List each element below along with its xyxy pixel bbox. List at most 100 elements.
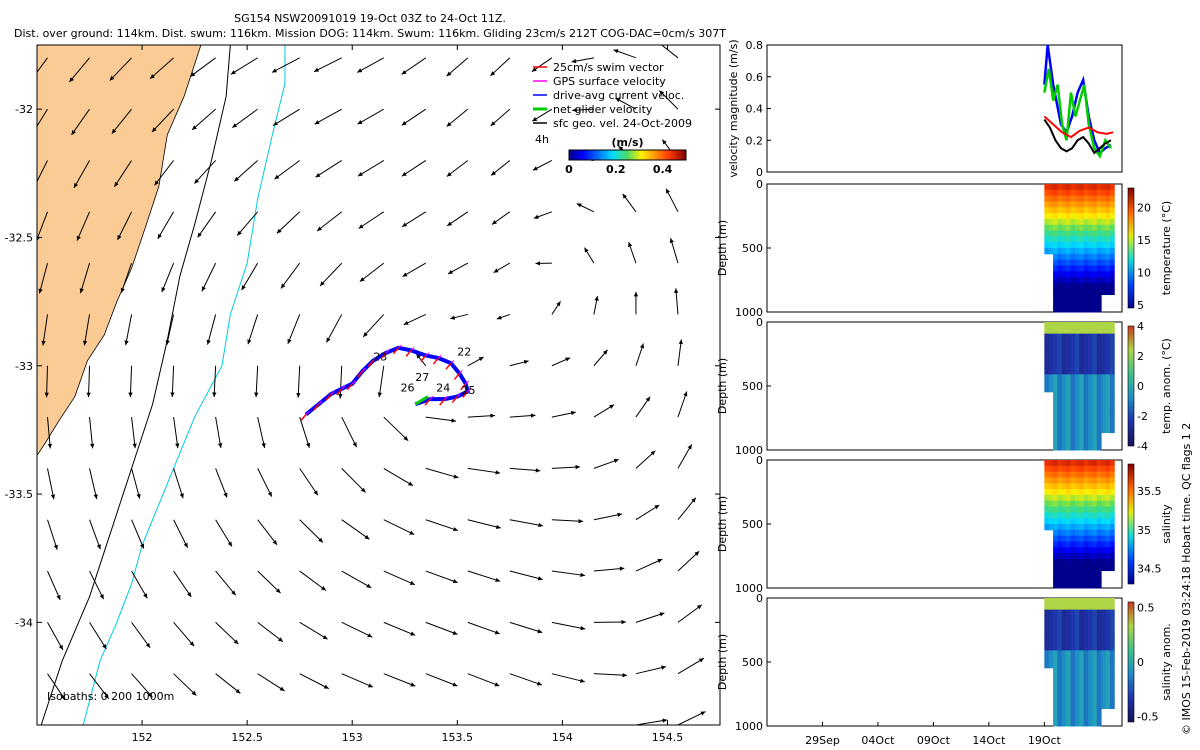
profile-cell xyxy=(1048,333,1054,340)
profile-cell xyxy=(1088,598,1093,605)
profile-cell xyxy=(1109,230,1115,237)
current-vector xyxy=(89,673,110,700)
current-vector-head xyxy=(523,359,529,365)
profile-cell xyxy=(1074,333,1080,340)
current-vector-head xyxy=(490,121,496,126)
current-vector xyxy=(71,108,90,136)
current-vector-head xyxy=(410,631,416,636)
profile-cell xyxy=(1074,242,1080,249)
profile-cell xyxy=(1057,494,1063,502)
current-vector xyxy=(82,314,91,346)
profile-cell xyxy=(1066,374,1072,381)
profile-cell xyxy=(1096,368,1102,375)
current-vector xyxy=(47,570,61,601)
profile-cell xyxy=(1083,230,1089,237)
profile-cell xyxy=(1053,397,1058,404)
current-vector-head xyxy=(223,492,228,498)
current-vector-shaft xyxy=(173,468,184,499)
profile-cell xyxy=(1092,598,1098,605)
current-vector-shaft xyxy=(383,519,415,536)
profile-cell xyxy=(1101,518,1106,525)
current-vector xyxy=(635,396,651,418)
current-vector-head xyxy=(79,288,84,294)
current-vector-shaft xyxy=(233,160,258,182)
profile-cell xyxy=(1057,553,1063,560)
profile-cell xyxy=(1092,368,1098,375)
current-vector xyxy=(128,365,133,398)
profile-cell xyxy=(1053,691,1058,698)
profile-cell xyxy=(1079,603,1085,611)
profile-cell xyxy=(1096,564,1102,572)
current-vector-head xyxy=(495,577,501,583)
profile-cell xyxy=(1109,201,1115,208)
profile-cell xyxy=(1092,696,1098,704)
current-vector-shaft xyxy=(677,497,697,521)
profile-cell xyxy=(1057,489,1063,496)
profile-cell xyxy=(1105,632,1111,640)
profile-cell xyxy=(1083,345,1089,352)
current-vector-head xyxy=(193,740,198,745)
profile-cell xyxy=(1092,213,1098,220)
profile-cell xyxy=(1079,397,1085,404)
profile-cell xyxy=(1096,615,1102,622)
profile-cell xyxy=(1074,632,1080,640)
current-vector-shaft xyxy=(154,160,174,186)
profile-cell xyxy=(1070,524,1076,531)
profile-cell xyxy=(1061,603,1067,611)
current-vector-head xyxy=(363,332,368,337)
profile-cell xyxy=(1061,598,1067,605)
profile-cell xyxy=(1057,397,1063,404)
profile-cell xyxy=(1096,277,1102,284)
profile-cell xyxy=(1092,322,1098,329)
map-x-tick-label: 153 xyxy=(342,731,363,744)
profile-cell xyxy=(1048,213,1054,220)
profile-cell xyxy=(1096,253,1102,261)
profile-cell xyxy=(1074,306,1080,313)
current-vector-shaft xyxy=(215,621,239,645)
current-vector-head xyxy=(140,543,145,549)
current-vector-shaft xyxy=(276,211,301,234)
profile-cell xyxy=(1053,306,1058,313)
profile-cell xyxy=(1109,374,1115,381)
profile-cell xyxy=(1074,489,1080,496)
profile-cell xyxy=(1066,512,1072,519)
profile-cell xyxy=(1088,547,1093,554)
profile-cell xyxy=(1057,483,1063,490)
profile-cell xyxy=(1048,207,1054,214)
current-vector xyxy=(509,519,544,528)
profile-cell xyxy=(1105,236,1111,243)
profile-cell xyxy=(1053,632,1058,640)
current-vector-shaft xyxy=(383,416,409,442)
profile-cell xyxy=(1092,339,1098,346)
profile-cell xyxy=(1044,650,1050,657)
profile-cell xyxy=(1088,271,1093,278)
profile-y-tick-label: 1000 xyxy=(735,444,763,457)
profile-cell xyxy=(1109,253,1115,261)
profile-cell xyxy=(1061,253,1067,261)
profile-cell xyxy=(1066,460,1072,467)
profile-cell xyxy=(1048,603,1054,611)
current-vector-shaft xyxy=(236,211,259,236)
current-vector-shaft xyxy=(157,211,175,240)
map-x-tick-label: 153.5 xyxy=(442,731,474,744)
gps-velocity-vector xyxy=(410,347,415,351)
profile-cell xyxy=(1061,207,1067,214)
legend-label: 25cm/s swim vector xyxy=(553,61,664,74)
profile-cell xyxy=(1053,327,1058,335)
profile-cell xyxy=(1066,242,1072,249)
profile-cell xyxy=(1066,184,1072,191)
current-vector xyxy=(551,410,576,418)
profile-cell xyxy=(1061,570,1067,577)
swim-vector xyxy=(313,403,320,411)
profile-cell xyxy=(1061,288,1067,296)
legend-label: GPS surface velocity xyxy=(553,75,666,88)
profile-cell xyxy=(1088,553,1093,560)
profile-cell xyxy=(1109,207,1115,214)
profile-cell xyxy=(1096,460,1102,467)
profile-cell xyxy=(1101,345,1106,352)
profile-cell xyxy=(1092,656,1098,663)
profile-cell xyxy=(1096,288,1102,296)
current-vector xyxy=(531,108,553,122)
current-vector-shaft xyxy=(113,160,132,188)
profile-cell xyxy=(1061,460,1067,467)
